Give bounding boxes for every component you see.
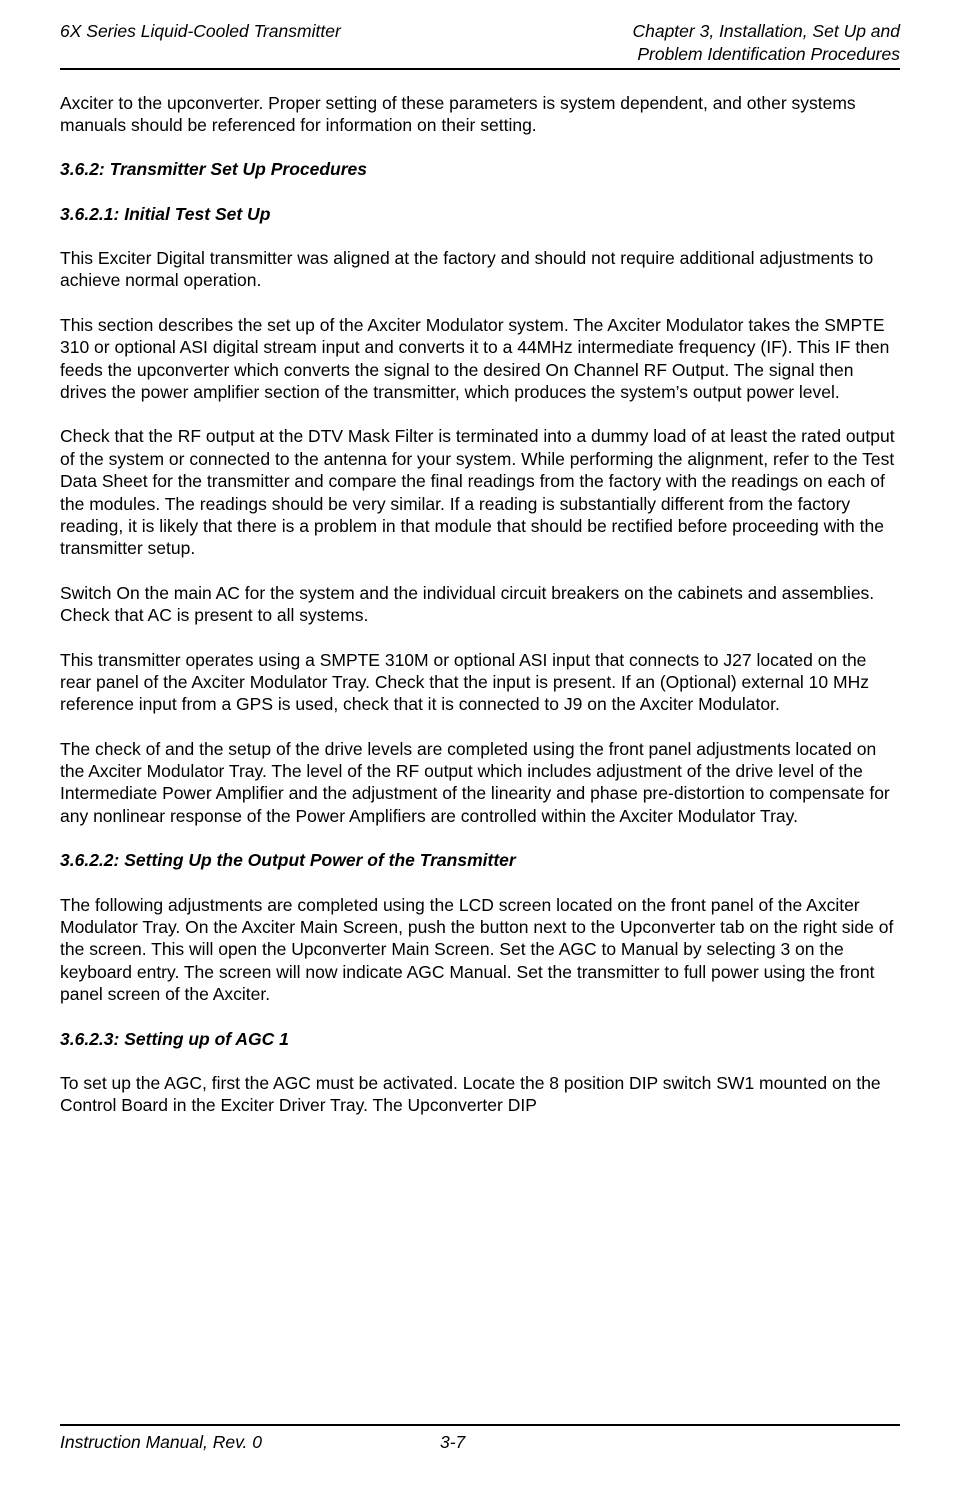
body-paragraph: This Exciter Digital transmitter was ali… <box>60 247 900 292</box>
header-right-line1: Chapter 3, Installation, Set Up and <box>632 21 900 41</box>
body-paragraph: This transmitter operates using a SMPTE … <box>60 649 900 716</box>
header-left: 6X Series Liquid-Cooled Transmitter <box>60 20 341 66</box>
section-heading-3-6-2-2: 3.6.2.2: Setting Up the Output Power of … <box>60 849 900 871</box>
body-paragraph: The following adjustments are completed … <box>60 894 900 1006</box>
body-paragraph: Switch On the main AC for the system and… <box>60 582 900 627</box>
page-footer: Instruction Manual, Rev. 0 3-7 <box>60 1424 900 1453</box>
page-body: Axciter to the upconverter. Proper setti… <box>60 92 900 1117</box>
section-heading-3-6-2: 3.6.2: Transmitter Set Up Procedures <box>60 158 900 180</box>
footer-manual-rev: Instruction Manual, Rev. 0 <box>60 1432 262 1453</box>
section-heading-3-6-2-1: 3.6.2.1: Initial Test Set Up <box>60 203 900 225</box>
page-header: 6X Series Liquid-Cooled Transmitter Chap… <box>60 20 900 70</box>
body-paragraph: Check that the RF output at the DTV Mask… <box>60 425 900 559</box>
header-right: Chapter 3, Installation, Set Up and Prob… <box>632 20 900 66</box>
header-right-line2: Problem Identification Procedures <box>637 44 900 64</box>
body-paragraph: Axciter to the upconverter. Proper setti… <box>60 92 900 137</box>
body-paragraph: To set up the AGC, first the AGC must be… <box>60 1072 900 1117</box>
footer-page-number: 3-7 <box>440 1432 465 1453</box>
section-heading-3-6-2-3: 3.6.2.3: Setting up of AGC 1 <box>60 1028 900 1050</box>
body-paragraph: This section describes the set up of the… <box>60 314 900 404</box>
document-page: 6X Series Liquid-Cooled Transmitter Chap… <box>0 0 960 1495</box>
body-paragraph: The check of and the setup of the drive … <box>60 738 900 828</box>
